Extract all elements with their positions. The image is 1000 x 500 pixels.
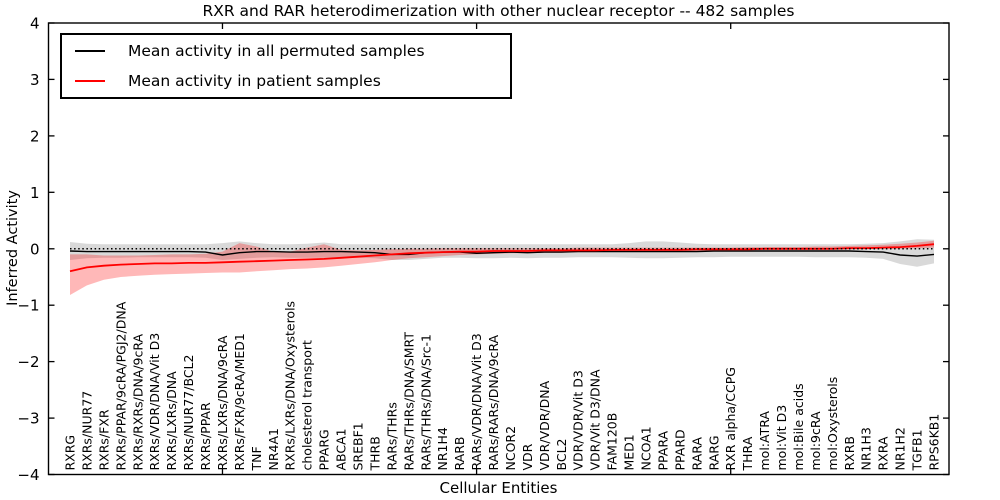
x-tick-label: NR1H3 [859, 427, 874, 470]
y-tick-label: 0 [30, 240, 40, 258]
x-tick-label: RXRs/PPAR [198, 402, 213, 470]
permuted-mean-line [69, 250, 935, 257]
x-tick-label: PPARD [672, 429, 687, 470]
x-tick-label: RXRA [876, 436, 891, 470]
y-tick-label: 3 [30, 71, 40, 89]
x-tick-label: RXRs/VDR/DNA/Vit D3 [147, 333, 162, 471]
x-tick-label: PPARG [317, 429, 332, 470]
y-tick-label: 2 [30, 127, 40, 145]
x-tick-label: VDR/VDR/DNA [537, 380, 552, 470]
x-tick-label: RARs/THRs [384, 402, 399, 470]
x-tick-label: VDR [520, 443, 535, 470]
x-tick-label: RXRs/LXRs/DNA/9cRA [215, 335, 230, 470]
x-tick-label: TNF [249, 446, 264, 471]
x-tick-label: mol:9cRA [808, 411, 823, 471]
x-tick-label: THRB [367, 436, 382, 471]
x-tick-label: RARs/THRs/DNA/Src-1 [418, 334, 433, 470]
x-tick-label: RPS6KB1 [927, 414, 942, 471]
x-tick-label: ABCA1 [334, 428, 349, 470]
x-tick-label: PPARA [655, 430, 670, 470]
y-tick-label: −1 [17, 297, 39, 315]
x-tick-label: RXRs/FXR/9cRA/MED1 [232, 333, 247, 470]
y-tick-label: 4 [30, 15, 40, 33]
x-tick-label: NCOR2 [503, 426, 518, 471]
x-tick-label: RXR alpha/CCPG [723, 367, 738, 470]
y-tick-label: −3 [17, 410, 39, 428]
x-tick-label: RXRs/RXRs/DNA/9cRA [130, 333, 145, 470]
legend-label-patient: Mean activity in patient samples [128, 72, 381, 90]
legend-line-permuted-icon [75, 50, 105, 52]
patient-confidence-band [70, 240, 934, 295]
legend-label-permuted: Mean activity in all permuted samples [128, 42, 425, 60]
x-tick-label: MED1 [622, 434, 637, 470]
x-tick-label: THRA [740, 436, 755, 471]
legend-entry-patient: Mean activity in patient samples [62, 67, 510, 95]
x-tick-label: RARA [689, 437, 704, 471]
x-tick-label: NR4A1 [266, 428, 281, 471]
x-tick-label: TGFB1 [910, 429, 925, 471]
x-tick-label: RXRB [842, 436, 857, 471]
x-tick-label: FAM120B [605, 413, 620, 471]
x-tick-label: RARs/RARs/DNA/9cRA [486, 334, 501, 470]
x-tick-label: RXRs/LXRs/DNA/Oxysterols [283, 301, 298, 471]
x-tick-label: RARs/THRs/DNA/SMRT [401, 332, 416, 471]
x-tick-label: mol:Bile acids [791, 383, 806, 470]
x-tick-label: RXRs/FXR [96, 409, 111, 470]
y-tick-label: −4 [17, 466, 39, 484]
chart-title: RXR and RAR heterodimerization with othe… [202, 2, 795, 20]
y-tick-label: 1 [30, 184, 40, 202]
y-tick-label: −2 [17, 353, 39, 371]
legend-entry-permuted: Mean activity in all permuted samples [62, 37, 510, 65]
x-tick-label: RARB [452, 437, 467, 471]
x-tick-label: RXRG [63, 435, 78, 471]
x-tick-label: mol:ATRA [757, 411, 772, 471]
x-tick-label: SREBF1 [351, 422, 366, 470]
x-tick-label: NCOA1 [639, 426, 654, 470]
x-tick-label: NR1H4 [435, 427, 450, 470]
x-tick-label: RXRs/NUR77/BCL2 [181, 355, 196, 471]
x-tick-label: RXRs/PPAR/9cRA/PGJ2/DNA [113, 301, 128, 470]
x-tick-label: RARG [706, 435, 721, 470]
x-tick-label: RXRs/LXRs/DNA [164, 371, 179, 471]
x-tick-label: VDR/Vit D3/DNA [588, 369, 603, 470]
x-tick-label: mol:Oxysterols [825, 377, 840, 471]
x-tick-label: VDR/VDR/Vit D3 [571, 370, 586, 470]
x-tick-label: cholesterol transport [300, 340, 315, 471]
legend-line-patient-icon [75, 80, 105, 82]
x-tick-label: BCL2 [554, 438, 569, 470]
patient-mean-line [69, 243, 935, 273]
legend: Mean activity in all permuted samples Me… [60, 33, 512, 99]
x-tick-label: RARs/VDR/DNA/Vit D3 [469, 333, 484, 470]
x-axis-label: Cellular Entities [439, 479, 558, 497]
x-tick-label: mol:Vit D3 [774, 405, 789, 471]
x-tick-label: NR1H2 [893, 427, 908, 470]
x-tick-label: RXRs/NUR77 [79, 391, 94, 471]
